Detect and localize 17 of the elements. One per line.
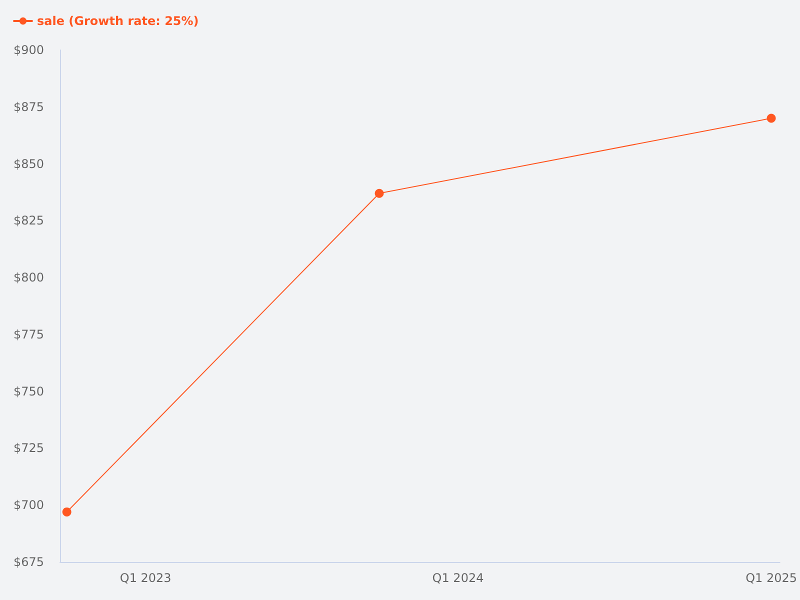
x-tick-label: Q1 2023	[120, 571, 172, 585]
x-tick-label: Q1 2025	[746, 571, 797, 585]
point	[766, 114, 776, 123]
y-tick-label: $900	[13, 43, 44, 57]
point	[374, 188, 384, 198]
y-tick-label: $850	[13, 156, 44, 171]
x-tick-label: Q1 2024	[432, 571, 484, 585]
y-tick-label: $725	[13, 441, 44, 456]
y-tick-label: $750	[13, 384, 44, 398]
y-tick-label: $775	[13, 327, 44, 342]
y-tick-label: $675	[13, 555, 44, 569]
y-tick-label: $875	[13, 100, 44, 114]
point	[62, 507, 72, 516]
y-tick-label: $700	[13, 498, 44, 512]
y-tick-label: $800	[13, 270, 44, 285]
y-tick-label: $825	[13, 214, 44, 228]
legend-label: sale (Growth rate: 25%)	[37, 14, 199, 28]
